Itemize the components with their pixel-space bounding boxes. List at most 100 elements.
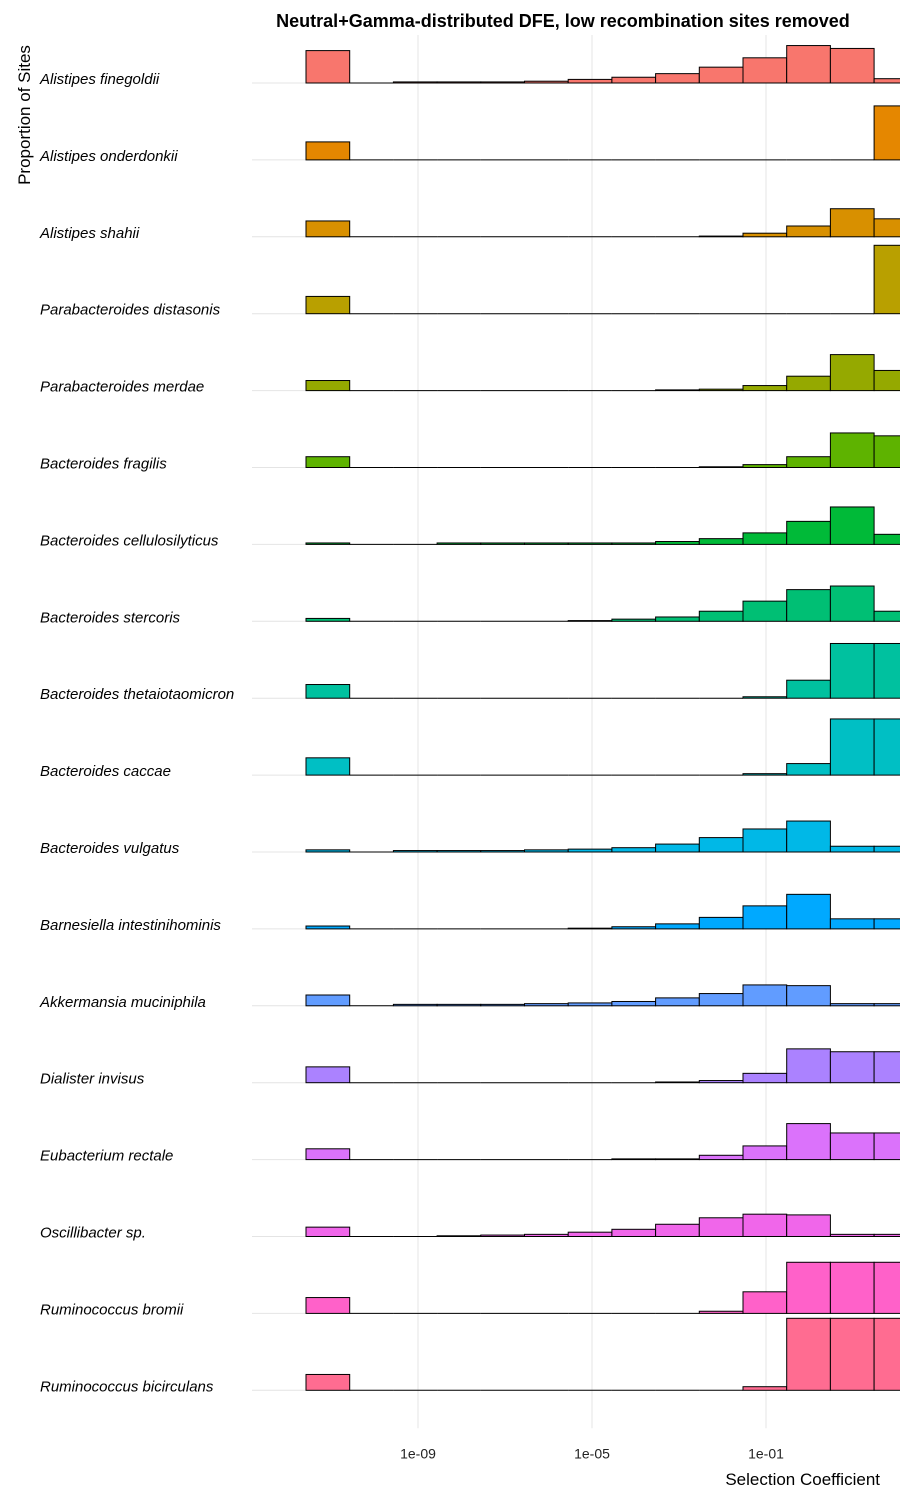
series-row: Akkermansia muciniphila	[39, 984, 900, 1011]
histogram-bar	[655, 73, 700, 84]
x-tick-labels: 1e-09 1e-05 1e-01	[400, 1445, 784, 1461]
series-row: Parabacteroides merdae	[40, 354, 900, 396]
histogram-bar	[873, 1003, 900, 1007]
histogram-bar	[567, 620, 613, 622]
histogram-bar	[611, 1228, 657, 1238]
histogram-bar	[698, 1217, 744, 1238]
histogram-bar	[873, 1233, 900, 1237]
histogram-bar	[698, 916, 744, 930]
histogram-bar	[742, 1291, 788, 1314]
series-label: Bacteroides thetaiotaomicron	[40, 686, 234, 703]
histogram-bar	[873, 845, 900, 853]
histogram-bar	[786, 1261, 831, 1314]
histogram-bar	[786, 1123, 831, 1161]
series-row: Alistipes onderdonkii	[39, 105, 900, 165]
histogram-bar	[742, 1072, 788, 1084]
series-label: Parabacteroides merdae	[40, 379, 204, 396]
histogram-bar	[786, 589, 831, 622]
histogram-bar	[567, 848, 613, 853]
histogram-bar	[698, 837, 744, 853]
x-tick-label: 1e-05	[574, 1445, 610, 1461]
series-label: Bacteroides stercoris	[40, 609, 181, 626]
histogram-bar	[873, 533, 900, 545]
histogram-bar	[873, 1051, 900, 1084]
histogram-bar	[829, 432, 875, 469]
histogram-bar	[829, 1132, 875, 1161]
histogram-bar	[742, 773, 788, 776]
histogram-bar	[611, 847, 657, 853]
histogram-bar	[873, 918, 900, 930]
histogram-bar	[524, 542, 569, 545]
histogram-bar	[786, 679, 831, 699]
series-row: Bacteroides stercoris	[40, 585, 900, 626]
histogram-bar	[392, 81, 438, 84]
series-label: Eubacterium rectale	[40, 1148, 173, 1165]
histogram-bar	[742, 1213, 788, 1238]
histogram-bar	[567, 542, 613, 545]
histogram-bar	[829, 918, 875, 930]
histogram-bar	[698, 993, 744, 1007]
series-label: Bacteroides cellulosilyticus	[40, 532, 219, 549]
histogram-bar	[611, 1158, 657, 1161]
series-label: Ruminococcus bromii	[40, 1301, 184, 1318]
histogram-bar	[524, 80, 569, 84]
histogram-bar	[786, 375, 831, 392]
histogram-bar	[873, 1261, 900, 1314]
histogram-bar	[829, 585, 875, 622]
histogram-bar	[305, 925, 351, 930]
histogram-bar	[742, 828, 788, 853]
series-row: Ruminococcus bromii	[40, 1261, 900, 1318]
histogram-bar	[698, 466, 744, 468]
histogram-bar	[480, 1003, 525, 1007]
histogram-bar	[742, 1145, 788, 1161]
histogram-bar	[392, 1003, 438, 1007]
histogram-bar	[436, 850, 482, 853]
histogram-bar	[829, 845, 875, 853]
series-row: Bacteroides cellulosilyticus	[40, 506, 900, 549]
histogram-bar	[873, 244, 900, 315]
series-label: Alistipes finegoldii	[39, 71, 160, 88]
histogram-bar	[742, 984, 788, 1007]
series-label: Parabacteroides distasonis	[40, 302, 221, 319]
histogram-bar	[742, 905, 788, 930]
histogram-bar	[829, 718, 875, 776]
histogram-bar	[305, 220, 351, 238]
histogram-bar	[611, 542, 657, 545]
series-label: Akkermansia muciniphila	[39, 994, 206, 1011]
y-axis-title: Proportion of Sites	[15, 45, 34, 185]
series-row: Bacteroides thetaiotaomicron	[40, 642, 900, 703]
series-row: Bacteroides fragilis	[40, 432, 900, 473]
histogram-bar	[742, 696, 788, 699]
histogram-bar	[829, 1261, 875, 1314]
histogram-bar	[305, 757, 351, 776]
histogram-bar	[786, 1048, 831, 1084]
histogram-bar	[829, 1051, 875, 1084]
chart-title: Neutral+Gamma-distributed DFE, low recom…	[276, 11, 850, 31]
series-row: Bacteroides caccae	[40, 718, 900, 780]
histogram-bar	[655, 389, 700, 392]
histogram-bar	[829, 354, 875, 392]
histogram-bar	[698, 388, 744, 392]
histogram-bar	[829, 208, 875, 238]
histogram-bar	[655, 1081, 700, 1084]
histogram-bar	[655, 1223, 700, 1238]
series-row: Bacteroides vulgatus	[40, 820, 900, 857]
histogram-bar	[655, 1158, 700, 1161]
histogram-bar	[305, 849, 351, 853]
series-label: Bacteroides caccae	[40, 763, 171, 780]
histogram-rows: Alistipes finegoldii Alistipes onderdonki…	[39, 45, 900, 1395]
histogram-bar	[305, 1066, 351, 1084]
histogram-bar	[305, 994, 351, 1007]
histogram-bar	[305, 1226, 351, 1238]
series-label: Ruminococcus bicirculans	[40, 1378, 214, 1395]
histogram-bar	[655, 616, 700, 622]
histogram-bar	[436, 81, 482, 84]
series-row: Dialister invisus	[40, 1048, 900, 1088]
histogram-bar	[786, 520, 831, 545]
histogram-bar	[742, 600, 788, 622]
histogram-bar	[873, 1132, 900, 1161]
series-label: Dialister invisus	[40, 1071, 145, 1088]
series-row: Oscillibacter sp.	[40, 1213, 900, 1242]
histogram-bar	[786, 820, 831, 853]
histogram-bar	[786, 45, 831, 84]
